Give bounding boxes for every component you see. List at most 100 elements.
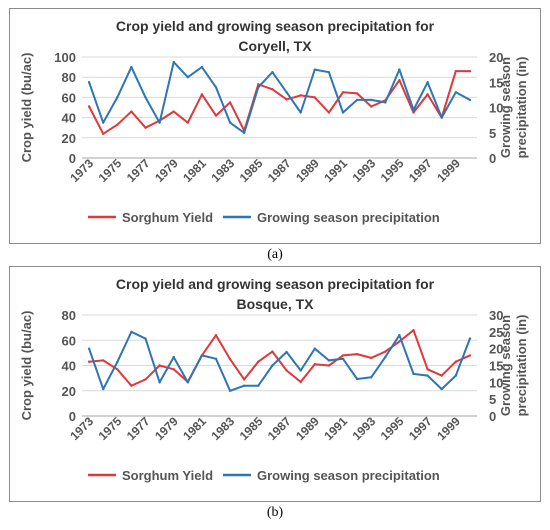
y2-tick-label: 0 — [489, 151, 496, 166]
data-point — [200, 354, 204, 357]
data-point — [341, 91, 345, 94]
data-point — [172, 368, 175, 371]
chart-title-line: Crop yield and growing season precipitat… — [116, 18, 435, 34]
data-point — [369, 376, 373, 379]
data-point — [257, 86, 260, 89]
data-point — [384, 350, 387, 353]
data-point — [454, 69, 458, 73]
x-tick-label: 1997 — [406, 414, 435, 443]
data-point — [369, 98, 373, 102]
data-point — [384, 355, 387, 359]
data-point — [257, 83, 260, 86]
data-point — [426, 368, 429, 371]
data-point — [87, 105, 91, 108]
data-point — [186, 76, 190, 79]
x-tick-label: 1989 — [293, 414, 322, 443]
x-tick-label: 1985 — [237, 156, 266, 185]
data-point — [271, 70, 274, 74]
data-point — [214, 334, 218, 337]
data-point — [257, 384, 260, 387]
data-point — [313, 347, 316, 350]
data-point — [144, 96, 147, 99]
x-tick-label: 1997 — [406, 156, 435, 185]
y2-tick-label: 0 — [489, 409, 496, 424]
chart-panel-coryell: Crop yield and growing season precipitat… — [9, 8, 541, 244]
data-point — [341, 111, 345, 114]
legend-label: Sorghum Yield — [122, 210, 213, 225]
x-tick-label: 1983 — [208, 414, 237, 443]
legend-label: Growing season precipitation — [257, 210, 440, 225]
chart-panel-bosque: Crop yield and growing season precipitat… — [9, 266, 541, 502]
data-point — [200, 93, 204, 96]
y-tick-label: 0 — [69, 151, 76, 166]
data-point — [285, 98, 288, 101]
data-point — [130, 65, 133, 69]
data-point — [144, 337, 147, 340]
x-tick-label: 1981 — [180, 414, 209, 443]
data-point — [101, 121, 105, 124]
data-point — [412, 111, 415, 114]
y2-tick-label: 15 — [489, 359, 503, 374]
y2-tick-label: 25 — [489, 325, 503, 340]
data-point — [116, 360, 119, 364]
x-tick-label: 1991 — [321, 156, 350, 185]
x-tick-label: 1983 — [208, 156, 237, 185]
data-point — [228, 121, 232, 124]
y-axis-label: Crop yield (bu/ac) — [19, 311, 34, 421]
data-point — [327, 70, 331, 74]
data-point — [468, 354, 472, 357]
data-point — [271, 350, 274, 353]
data-point — [384, 101, 387, 104]
x-tick-label: 1979 — [152, 156, 181, 185]
data-point — [327, 111, 331, 114]
data-point — [369, 105, 373, 108]
y-tick-label: 0 — [69, 409, 76, 424]
series-line-sorghum-yield — [88, 70, 470, 135]
x-tick-label: 1975 — [96, 156, 125, 185]
data-point — [101, 387, 105, 391]
x-tick-label: 1991 — [321, 414, 350, 443]
y2-tick-label: 30 — [489, 308, 503, 323]
x-tick-label: 1987 — [265, 156, 294, 185]
y2-tick-label: 5 — [489, 392, 496, 407]
y-tick-label: 40 — [62, 359, 76, 374]
legend-label: Sorghum Yield — [122, 468, 213, 483]
data-point — [158, 381, 161, 384]
chart-bosque: Crop yield and growing season precipitat… — [19, 276, 529, 483]
data-point — [426, 93, 429, 96]
series-line-precipitation — [88, 61, 471, 134]
data-point — [426, 374, 429, 377]
data-point — [440, 387, 443, 391]
data-point — [87, 81, 91, 84]
y2-axis-label-line: Growing season — [498, 315, 513, 416]
chart-title-line: Coryell, TX — [238, 38, 312, 54]
y2-tick-label: 10 — [489, 101, 503, 116]
y-axis-label: Crop yield (bu/ac) — [19, 53, 34, 163]
data-point — [355, 92, 359, 95]
x-tick-label: 1987 — [265, 414, 294, 443]
data-point — [412, 108, 415, 112]
x-tick-label: 1993 — [350, 156, 379, 185]
x-tick-label: 1999 — [434, 414, 463, 443]
data-point — [468, 98, 472, 102]
data-point — [313, 68, 316, 71]
data-point — [172, 355, 175, 359]
data-point — [116, 368, 119, 371]
y-tick-label: 60 — [62, 333, 76, 348]
data-point — [412, 372, 415, 376]
x-tick-label: 1981 — [180, 156, 209, 185]
data-point — [313, 363, 316, 366]
data-point — [468, 337, 472, 340]
x-tick-label: 1999 — [434, 156, 463, 185]
x-tick-label: 1995 — [378, 156, 407, 185]
data-point — [398, 334, 401, 337]
y2-tick-label: 5 — [489, 126, 496, 141]
data-point — [158, 121, 161, 124]
data-point — [116, 96, 119, 99]
data-point — [454, 374, 458, 377]
data-point — [299, 380, 302, 384]
data-point — [243, 384, 246, 387]
data-point — [355, 352, 359, 356]
y-tick-label: 20 — [62, 131, 76, 146]
data-point — [101, 132, 105, 135]
